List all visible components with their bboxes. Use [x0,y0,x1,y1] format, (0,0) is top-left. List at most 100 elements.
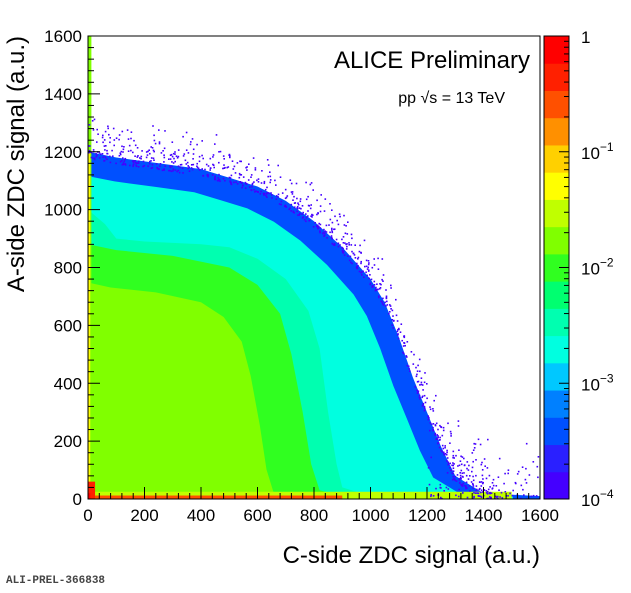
outlier-point [89,145,91,147]
outlier-point [150,157,153,159]
outlier-point [124,163,127,165]
outlier-point [450,435,452,437]
outlier-point [442,426,445,429]
outlier-point [350,261,352,264]
outlier-point [130,149,132,152]
outlier-point [346,243,348,245]
outlier-point [415,375,418,378]
outlier-point [537,456,540,458]
outlier-point [118,134,121,136]
outlier-point [103,139,106,141]
outlier-point [307,210,309,212]
outlier-point [426,383,428,385]
outlier-point [450,469,453,472]
outlier-point [178,171,181,174]
outlier-point [249,186,251,188]
outlier-point [403,352,405,355]
outlier-point [424,407,426,410]
outlier-point [350,233,353,236]
outlier-point [280,200,283,203]
outlier-point [192,153,195,155]
outlier-point [98,152,101,154]
outlier-point [133,160,135,162]
outlier-point [530,495,533,498]
outlier-point [307,204,310,207]
outlier-point [443,490,445,492]
outlier-point [380,300,383,303]
outlier-point [293,202,296,204]
outlier-point [389,305,392,307]
outlier-point [88,145,90,147]
outlier-point [92,129,95,131]
outlier-point [421,405,424,407]
outlier-point [329,218,332,221]
outlier-point [369,274,371,276]
outlier-point [332,244,335,246]
outlier-point [460,469,463,472]
outlier-point [190,164,193,166]
outlier-point [134,162,137,164]
outlier-point [123,146,125,148]
outlier-point [158,168,160,171]
outlier-point [310,204,312,206]
outlier-point [158,141,161,143]
outlier-point [365,265,368,268]
outlier-point [497,497,499,499]
outlier-point [184,159,187,162]
outlier-point [461,485,464,487]
outlier-point [324,198,327,200]
outlier-point [113,139,116,141]
outlier-point [457,425,460,427]
outlier-point [452,456,454,459]
outlier-point [432,429,434,431]
outlier-point [345,225,347,227]
outlier-point [334,215,336,218]
outlier-point [481,461,483,464]
outlier-point [323,228,325,231]
outlier-point [134,160,137,162]
outlier-point [525,467,527,470]
outlier-point [331,230,333,233]
outlier-point [467,469,470,471]
outlier-point [284,205,286,207]
outlier-point [275,184,277,186]
outlier-point [382,280,384,282]
outlier-point [112,127,115,130]
outlier-point [382,304,385,306]
outlier-point [285,206,288,208]
x-tick-label: 1000 [352,506,390,525]
outlier-point [397,333,399,335]
outlier-point [198,160,201,163]
outlier-point [479,487,481,490]
outlier-point [396,330,399,333]
outlier-point [403,336,406,339]
outlier-point [454,479,456,482]
outlier-point [191,168,194,171]
outlier-point [214,175,216,178]
outlier-point [345,243,347,246]
outlier-point [495,495,497,498]
outlier-point [196,143,198,146]
outlier-point [290,191,293,193]
outlier-point [365,271,367,274]
outlier-point [105,145,107,147]
outlier-point [301,213,303,215]
outlier-point [286,195,289,197]
outlier-point [223,158,225,160]
outlier-point [399,331,402,333]
outlier-point [342,250,345,253]
outlier-point [440,496,442,499]
outlier-point [423,409,426,412]
outlier-point [331,227,333,230]
outlier-point [172,152,175,155]
outlier-point [239,160,241,163]
outlier-point [269,181,271,184]
outlier-point [122,151,124,153]
outlier-point [124,157,127,160]
outlier-point [449,462,451,465]
outlier-point [250,176,252,178]
outlier-point [385,296,388,299]
outlier-point [137,155,139,157]
outlier-point [218,178,221,181]
outlier-point [372,285,374,288]
